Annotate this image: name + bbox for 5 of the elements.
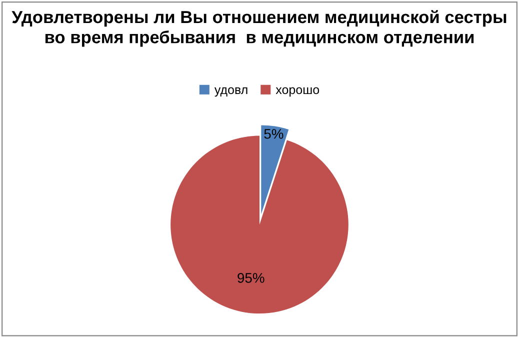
legend-label: удовл [214, 87, 248, 97]
data-label: 5% [264, 129, 284, 139]
legend-label: хорошо [276, 87, 320, 97]
chart-title: Удовлетворены ли Вы отношением медицинской сестры во время пребывания в медицинском отделении [12, 10, 506, 47]
data-label: 95% [238, 272, 264, 283]
